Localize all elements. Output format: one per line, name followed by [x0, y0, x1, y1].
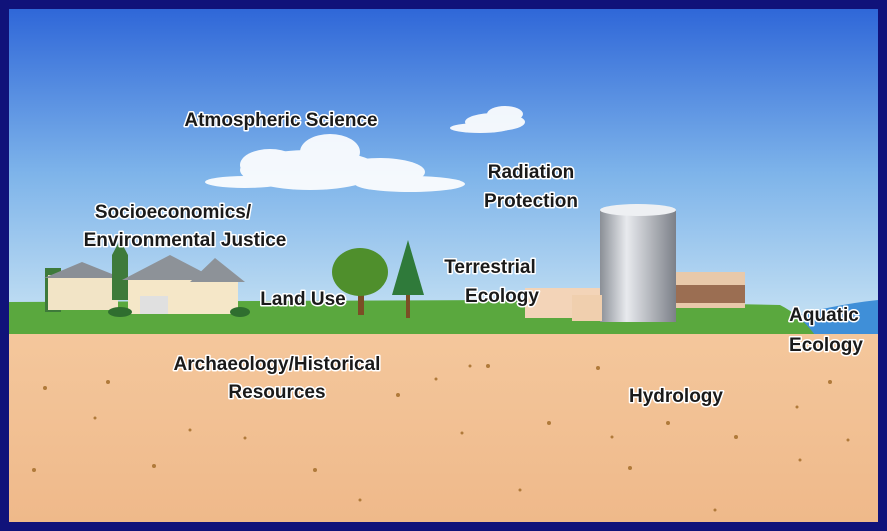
- label: Radiation: [488, 162, 575, 183]
- label: Terrestrial: [444, 257, 536, 278]
- label: Land Use: [260, 289, 346, 310]
- label: Socioeconomics/: [95, 202, 252, 223]
- label: Aquatic: [789, 305, 859, 326]
- label: Resources: [228, 382, 325, 403]
- label: Hydrology: [629, 386, 723, 407]
- slide: Atmospheric Science Radiation Protection…: [0, 0, 887, 531]
- label: Archaeology/Historical: [174, 354, 381, 375]
- label: Ecology: [789, 335, 863, 356]
- label: Ecology: [465, 286, 539, 307]
- label: Environmental Justice: [84, 230, 287, 251]
- label: Atmospheric Science: [184, 110, 377, 131]
- label: Protection: [484, 191, 578, 212]
- soil: [9, 334, 878, 522]
